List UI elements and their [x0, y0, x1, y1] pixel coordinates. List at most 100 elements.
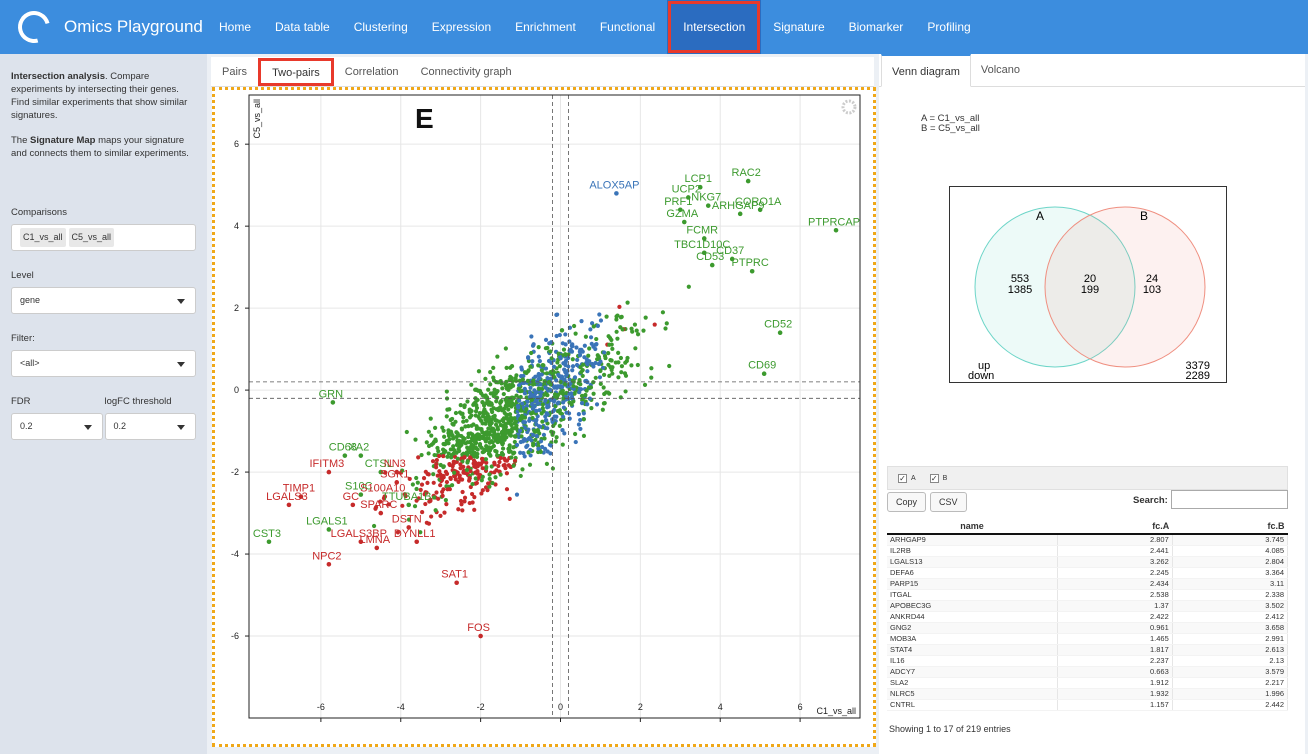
nav-item-signature[interactable]: Signature — [773, 20, 825, 34]
table-row[interactable]: DEFA6 2.245 3.364 — [887, 567, 1289, 579]
nav-item-home[interactable]: Home — [219, 20, 252, 34]
nav-item-data-table[interactable]: Data table — [275, 20, 330, 34]
checkbox-a[interactable]: ✓ — [898, 473, 907, 483]
data-point — [473, 437, 478, 442]
data-point — [641, 328, 646, 333]
point-label: CD52 — [764, 319, 792, 331]
table-row[interactable]: ITGAL 2.538 2.338 — [887, 589, 1289, 601]
labeled-point — [358, 453, 364, 458]
table-row[interactable]: PARP15 2.434 3.11 — [887, 578, 1289, 590]
data-point — [447, 462, 452, 467]
cell-name: PARP15 — [887, 578, 1058, 590]
data-point — [602, 401, 607, 406]
data-point — [437, 469, 442, 474]
cell-fcb: 4.085 — [1172, 545, 1289, 557]
tab-connectivity-graph[interactable]: Connectivity graph — [420, 66, 512, 78]
checkbox-a-label: A — [911, 474, 916, 482]
search-label: Search: — [1133, 495, 1168, 506]
column-header-name[interactable]: name — [887, 518, 1057, 535]
comparison-chip[interactable]: C1_vs_all — [20, 228, 66, 247]
data-point — [563, 332, 568, 337]
table-row[interactable]: IL2RB 2.441 4.085 — [887, 545, 1289, 557]
column-header-fcb[interactable]: fc.B — [1172, 518, 1288, 535]
tab-volcano[interactable]: Volcano — [980, 64, 1021, 76]
tab-pairs[interactable]: Pairs — [222, 66, 248, 78]
labeled-point — [478, 633, 483, 639]
nav-item-profiling[interactable]: Profiling — [927, 20, 971, 34]
data-point — [531, 432, 536, 438]
column-header-fca[interactable]: fc.A — [1057, 518, 1173, 535]
cell-name: IL2RB — [887, 545, 1058, 557]
table-row[interactable]: CNTRL 1.157 2.442 — [887, 699, 1289, 711]
data-point — [524, 444, 529, 449]
logfc-select[interactable]: 0.2 — [104, 413, 196, 440]
nav-item-intersection[interactable]: Intersection — [667, 0, 762, 54]
table-row[interactable]: IL16 2.237 2.13 — [887, 655, 1289, 667]
data-point — [536, 363, 541, 368]
cell-fca: 0.961 — [1057, 622, 1173, 634]
tab-correlation[interactable]: Correlation — [344, 66, 399, 78]
data-point — [443, 469, 449, 474]
data-point — [541, 432, 547, 437]
tab-two-pairs[interactable]: Two-pairs — [258, 58, 334, 86]
sigmap-bold: Signature Map — [30, 135, 96, 146]
data-point — [544, 418, 549, 423]
data-point — [469, 382, 474, 387]
comparison-chip[interactable]: C5_vs_all — [68, 228, 115, 247]
nav-item-clustering[interactable]: Clustering — [353, 20, 408, 34]
table-row[interactable]: SLA2 1.912 2.217 — [887, 677, 1289, 689]
cell-fcb: 2.442 — [1172, 699, 1289, 711]
table-row[interactable]: STAT4 1.817 2.613 — [887, 644, 1289, 656]
data-point — [484, 460, 489, 465]
level-select[interactable]: gene — [11, 287, 196, 314]
gear-icon[interactable] — [841, 99, 857, 115]
data-point — [498, 455, 503, 461]
comparisons-select[interactable]: C1_vs_all C5_vs_all — [11, 224, 196, 251]
data-point — [561, 361, 566, 366]
cell-fcb: 2.13 — [1172, 655, 1289, 667]
data-point — [540, 386, 545, 392]
data-point — [573, 439, 578, 445]
table-row[interactable]: ANKRD44 2.422 2.412 — [887, 611, 1289, 623]
data-point — [517, 428, 523, 433]
tab-venn-diagram[interactable]: Venn diagram — [881, 54, 971, 87]
table-row[interactable]: NLRC5 1.932 1.996 — [887, 688, 1289, 700]
data-point — [578, 426, 583, 432]
venn-circle-a — [974, 206, 1136, 368]
data-point — [577, 389, 582, 395]
nav-item-functional[interactable]: Functional — [599, 20, 656, 34]
data-point — [483, 395, 488, 400]
data-point — [414, 486, 419, 492]
data-point — [618, 395, 623, 400]
data-point — [602, 350, 607, 355]
data-point — [441, 453, 446, 459]
data-point — [470, 500, 475, 505]
fdr-select[interactable]: 0.2 — [11, 413, 103, 440]
data-point — [606, 351, 611, 356]
nav-item-enrichment[interactable]: Enrichment — [515, 20, 576, 34]
data-point — [545, 405, 550, 410]
table-row[interactable]: MOB3A 1.465 2.991 — [887, 633, 1289, 645]
csv-button[interactable]: CSV — [930, 492, 967, 512]
table-row[interactable]: APOBEC3G 1.37 3.502 — [887, 600, 1289, 612]
checkbox-b[interactable]: ✓ — [929, 473, 939, 483]
data-point — [518, 394, 523, 400]
data-point — [588, 385, 594, 390]
search-input[interactable] — [1171, 490, 1288, 509]
table-row[interactable]: GNG2 0.961 3.658 — [887, 622, 1289, 634]
copy-button[interactable]: Copy — [887, 492, 927, 512]
filter-select[interactable]: <all> — [11, 350, 196, 377]
table-row[interactable]: LGALS13 3.262 2.804 — [887, 556, 1289, 568]
data-point — [466, 434, 471, 440]
table-row[interactable]: ADCY7 0.663 3.579 — [887, 666, 1289, 678]
nav-item-expression[interactable]: Expression — [431, 20, 492, 34]
data-point — [455, 438, 460, 443]
data-point — [483, 485, 489, 490]
table-row[interactable]: ARHGAP9 2.807 3.745 — [887, 534, 1289, 546]
venn-b-down: 103 — [1143, 284, 1161, 296]
data-point — [571, 383, 576, 389]
table-info: Showing 1 to 17 of 219 entries — [889, 724, 1011, 734]
nav-item-biomarker[interactable]: Biomarker — [848, 20, 904, 34]
brand[interactable]: Omics Playground — [0, 5, 207, 49]
data-point — [603, 355, 608, 361]
